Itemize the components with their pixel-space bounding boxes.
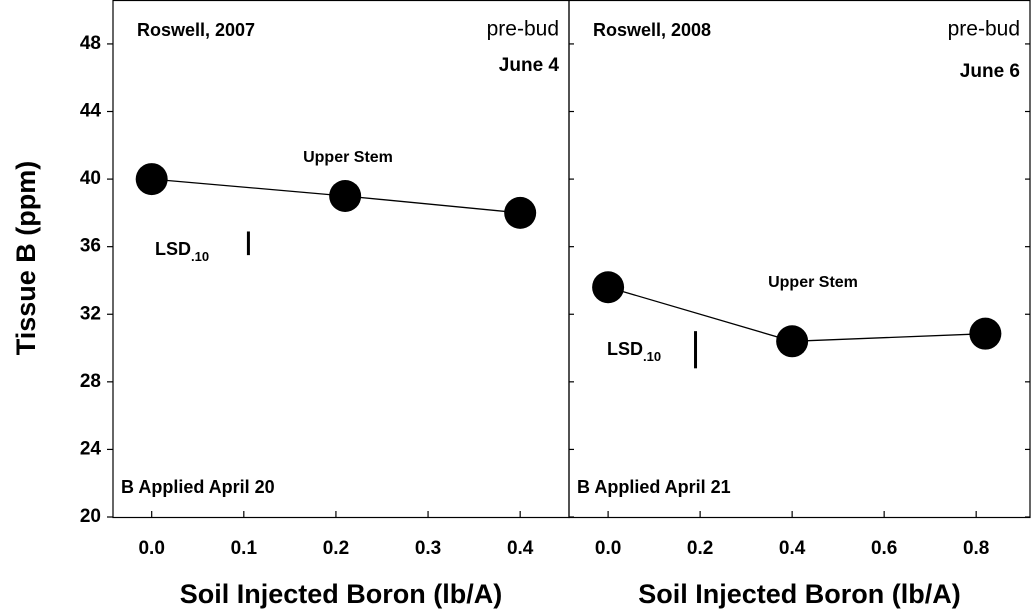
x-tick-label: 0.0	[595, 538, 621, 559]
stage-label: pre-bud	[948, 18, 1020, 41]
y-tick-label: 40	[80, 168, 101, 189]
y-tick-label: 48	[80, 33, 101, 54]
x-tick-label: 0.0	[138, 538, 164, 559]
x-tick-label: 0.3	[415, 538, 441, 559]
x-tick-label: 0.4	[779, 538, 806, 559]
y-tick-label: 24	[80, 438, 102, 459]
lsd-subscript: .10	[191, 249, 209, 264]
data-point	[776, 325, 809, 358]
date-label: June 6	[960, 61, 1020, 82]
lsd-text: LSD	[155, 239, 191, 259]
data-point	[504, 196, 537, 229]
data-point	[135, 163, 168, 196]
lsd-subscript: .10	[643, 349, 661, 364]
x-tick-label: 0.2	[323, 538, 349, 559]
y-tick-label: 36	[80, 236, 101, 257]
x-tick-label: 0.4	[507, 538, 534, 559]
x-tick-label: 0.6	[871, 538, 897, 559]
x-axis-label: Soil Injected Boron (lb/A)	[638, 579, 961, 609]
stage-label: pre-bud	[487, 18, 559, 41]
note: B Applied April 21	[577, 477, 731, 497]
panel-title: Roswell, 2008	[593, 20, 711, 40]
x-axis-label: Soil Injected Boron (lb/A)	[180, 579, 503, 609]
panel-title: Roswell, 2007	[137, 20, 255, 40]
data-point	[329, 179, 362, 212]
x-tick-label: 0.8	[963, 538, 989, 559]
data-point	[969, 317, 1002, 350]
plot-frame	[112, 0, 570, 519]
plot-frame	[568, 0, 1031, 519]
series-label: Upper Stem	[768, 274, 858, 291]
x-tick-label: 0.1	[231, 538, 258, 559]
lsd-label: LSD.10	[607, 339, 661, 365]
y-tick-label: 44	[80, 101, 102, 122]
y-axis-label: Tissue B (ppm)	[11, 161, 41, 356]
y-tick-label: 28	[80, 371, 101, 392]
x-tick-label: 0.2	[687, 538, 713, 559]
date-label: June 4	[499, 55, 560, 76]
series-label: Upper Stem	[303, 149, 393, 166]
note: B Applied April 20	[121, 477, 275, 497]
y-tick-label: 32	[80, 303, 101, 324]
y-tick-label: 20	[80, 506, 101, 527]
lsd-text: LSD	[607, 339, 643, 359]
lsd-label: LSD.10	[155, 239, 209, 265]
data-point	[592, 271, 625, 304]
